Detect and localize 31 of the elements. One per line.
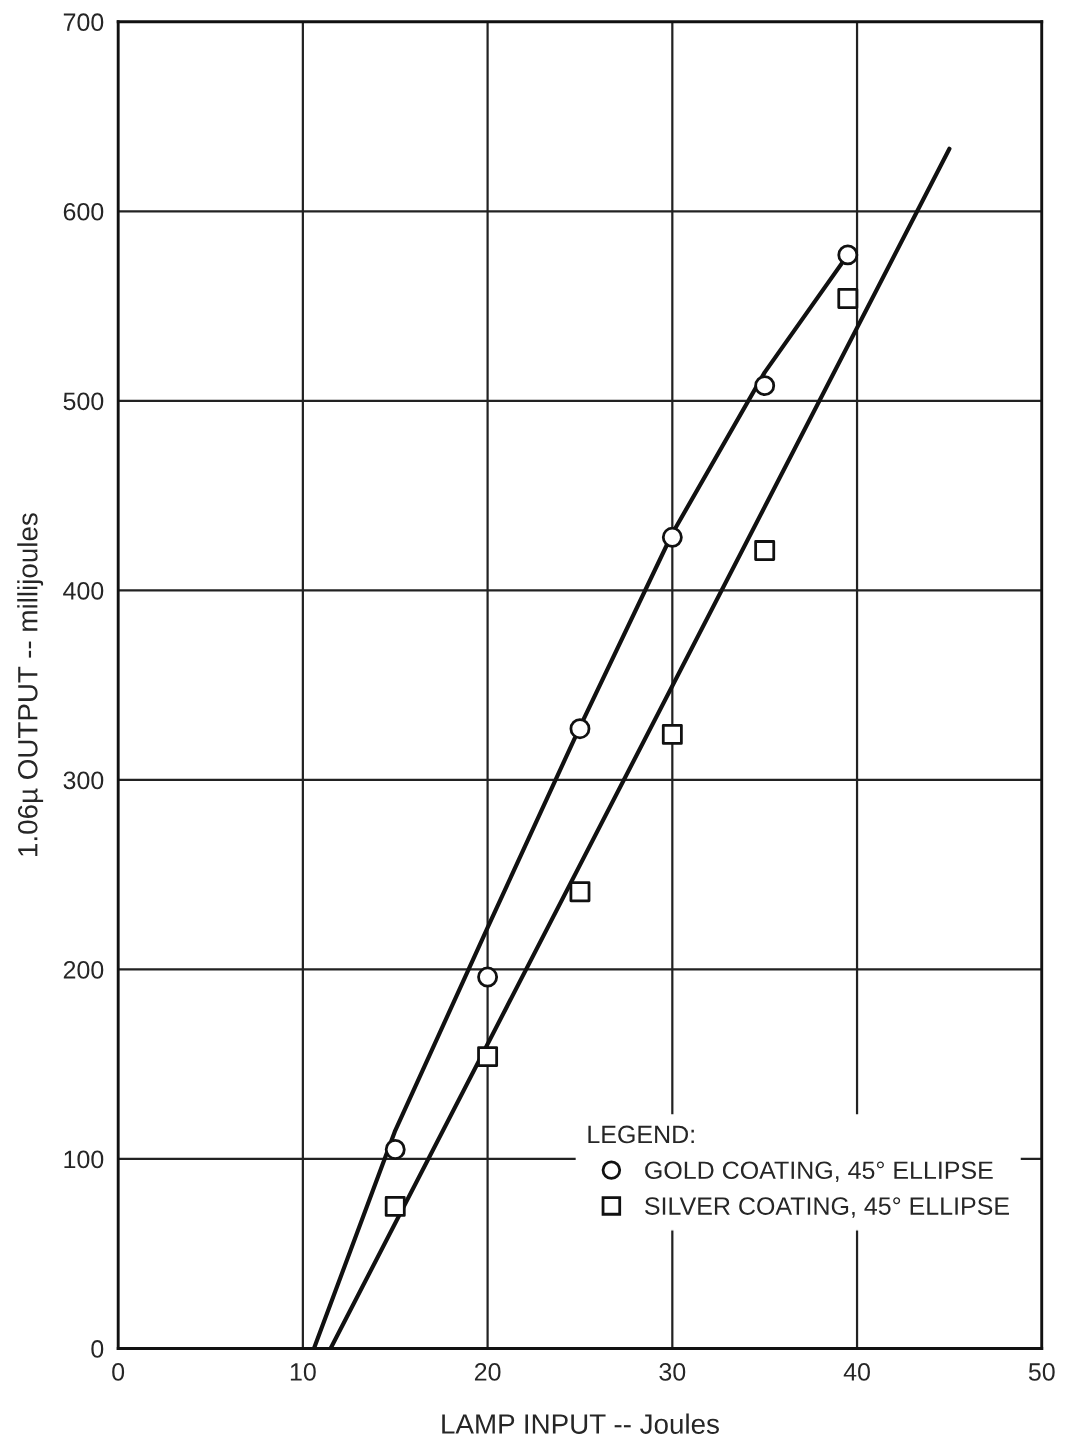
y-tick-label: 500	[63, 392, 104, 411]
point	[477, 1046, 499, 1068]
x-axis-title: LAMP INPUT -- Joules	[442, 1413, 719, 1434]
legend-label: SILVER COATING, 45° ELLIPSE	[645, 1197, 1009, 1218]
y-axis-title: 1.06µ OUTPUT -- millijoules	[17, 513, 44, 856]
point	[837, 288, 859, 309]
y-tick-label: 100	[64, 1150, 104, 1169]
point	[754, 375, 776, 397]
y-tick-label: 0	[91, 1340, 104, 1358]
y-tick-label: 700	[63, 13, 104, 32]
x-tick-label: 10	[290, 1363, 316, 1381]
y-tick-label: 400	[63, 581, 104, 600]
point	[569, 881, 591, 903]
x-tick-label: 0	[112, 1363, 125, 1381]
point	[569, 718, 591, 740]
y-tick-label: 200	[63, 961, 104, 979]
x-tick-label: 30	[659, 1363, 686, 1381]
point	[384, 1139, 406, 1160]
point	[661, 723, 683, 745]
point	[661, 526, 683, 548]
x-tick-label: 20	[474, 1363, 501, 1381]
point	[477, 966, 499, 988]
point	[384, 1195, 406, 1217]
point	[754, 540, 776, 561]
legend-label: GOLD COATING, 45° ELLIPSE	[645, 1161, 993, 1183]
x-tick-label: 50	[1028, 1363, 1055, 1381]
y-tick-label: 600	[63, 202, 104, 221]
y-tick-label: 300	[63, 771, 104, 790]
legend-title: LEGEND:	[588, 1125, 694, 1144]
point	[837, 244, 859, 266]
x-tick-label: 40	[843, 1363, 870, 1381]
